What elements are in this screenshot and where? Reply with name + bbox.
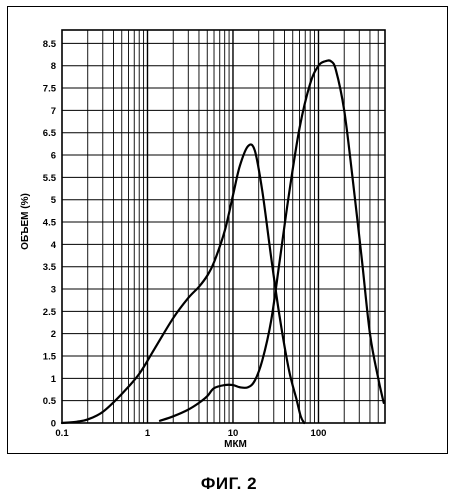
y-tick-label: 0.5 bbox=[43, 396, 57, 407]
y-tick-label: 8.5 bbox=[43, 39, 57, 50]
y-tick-label: 1.5 bbox=[43, 352, 57, 363]
y-tick-label: 4.5 bbox=[43, 218, 57, 229]
series-line-1 bbox=[62, 144, 304, 423]
plot-area-border bbox=[62, 30, 385, 423]
y-tick-label: 7 bbox=[51, 106, 56, 117]
y-tick-label: 2 bbox=[51, 329, 56, 340]
x-tick-label: 0.1 bbox=[55, 428, 69, 439]
y-tick-label: 1 bbox=[51, 374, 57, 385]
x-tick-label: 100 bbox=[311, 428, 327, 439]
y-tick-label: 8 bbox=[51, 61, 56, 72]
y-tick-label: 3.5 bbox=[43, 262, 57, 273]
y-tick-label: 6 bbox=[51, 151, 56, 162]
y-tick-label: 2.5 bbox=[43, 307, 57, 318]
x-tick-label: 10 bbox=[228, 428, 239, 439]
series-line-2 bbox=[160, 60, 384, 420]
x-tick-label: 1 bbox=[145, 428, 151, 439]
x-axis-label: МКМ bbox=[224, 439, 247, 450]
y-tick-label: 5.5 bbox=[43, 173, 57, 184]
y-tick-label: 6.5 bbox=[43, 128, 57, 139]
y-tick-label: 3 bbox=[51, 285, 56, 296]
y-tick-label: 7.5 bbox=[43, 84, 57, 95]
y-axis-label: ОБЪЕМ (%) bbox=[20, 193, 31, 250]
y-tick-label: 4 bbox=[51, 240, 57, 251]
figure-caption: ФИГ. 2 bbox=[0, 474, 458, 494]
y-tick-label: 5 bbox=[51, 195, 57, 206]
